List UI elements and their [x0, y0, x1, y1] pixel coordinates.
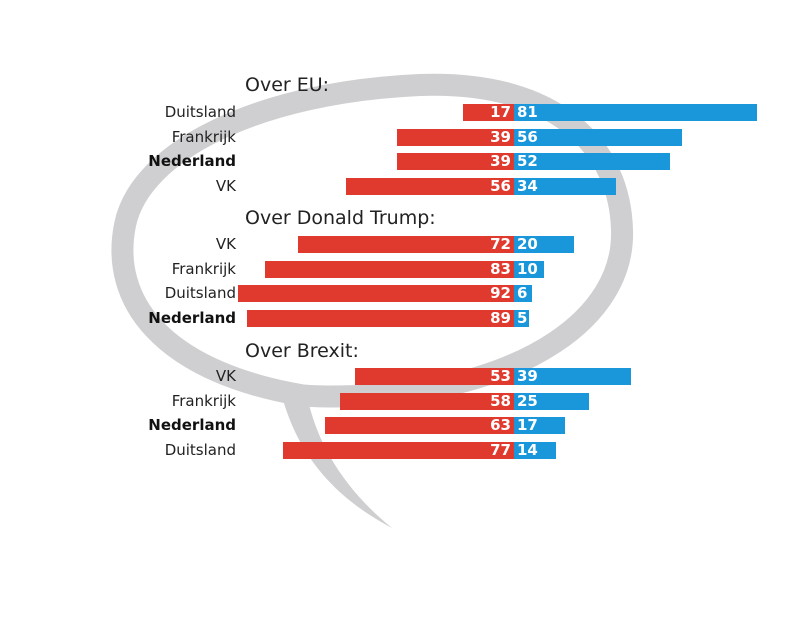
row-label-nederland: Nederland	[148, 152, 236, 170]
bar-negative-nederland	[247, 310, 514, 327]
value-positive-frankrijk: 25	[517, 392, 538, 410]
value-negative-nederland: 89	[490, 309, 511, 327]
value-negative-vk: 56	[490, 177, 511, 195]
value-negative-nederland: 63	[490, 416, 511, 434]
value-negative-frankrijk: 83	[490, 260, 511, 278]
value-negative-duitsland: 92	[490, 284, 511, 302]
bar-positive-frankrijk	[514, 129, 682, 146]
bar-positive-vk	[514, 236, 574, 253]
value-positive-duitsland: 6	[517, 284, 528, 302]
value-positive-vk: 20	[517, 235, 538, 253]
row-label-frankrijk: Frankrijk	[171, 128, 236, 146]
speech-bubble-tail	[283, 400, 392, 528]
bar-positive-vk	[514, 178, 616, 195]
bar-negative-duitsland	[283, 442, 514, 459]
value-negative-vk: 72	[490, 235, 511, 253]
bar-positive-nederland	[514, 417, 565, 434]
value-positive-duitsland: 81	[517, 103, 538, 121]
bar-negative-vk	[346, 178, 514, 195]
section-title-eu: Over EU:	[245, 74, 330, 96]
bar-negative-duitsland	[463, 104, 514, 121]
row-label-frankrijk: Frankrijk	[171, 392, 236, 410]
bar-positive-duitsland	[514, 442, 556, 459]
bar-positive-duitsland	[514, 285, 532, 302]
bar-positive-nederland	[514, 310, 529, 327]
value-negative-duitsland: 17	[490, 103, 511, 121]
value-negative-duitsland: 77	[490, 441, 511, 459]
row-label-nederland: Nederland	[148, 309, 236, 327]
value-positive-nederland: 17	[517, 416, 538, 434]
row-label-vk: VK	[215, 235, 236, 253]
row-label-duitsland: Duitsland	[164, 441, 236, 459]
value-negative-nederland: 39	[490, 152, 511, 170]
row-label-vk: VK	[215, 367, 236, 385]
bar-negative-frankrijk	[265, 261, 514, 278]
value-positive-vk: 34	[517, 177, 538, 195]
bar-positive-frankrijk	[514, 393, 589, 410]
value-positive-vk: 39	[517, 367, 538, 385]
bar-positive-frankrijk	[514, 261, 544, 278]
value-positive-frankrijk: 10	[517, 260, 538, 278]
row-label-duitsland: Duitsland	[164, 284, 236, 302]
row-label-duitsland: Duitsland	[164, 103, 236, 121]
value-positive-duitsland: 14	[517, 441, 538, 459]
bar-negative-frankrijk	[397, 129, 514, 146]
value-negative-vk: 53	[490, 367, 511, 385]
bar-negative-nederland	[325, 417, 514, 434]
bar-negative-duitsland	[238, 285, 514, 302]
row-label-vk: VK	[215, 177, 236, 195]
value-positive-nederland: 52	[517, 152, 538, 170]
bar-positive-nederland	[514, 153, 670, 170]
bar-positive-vk	[514, 368, 631, 385]
bar-negative-frankrijk	[340, 393, 514, 410]
value-negative-frankrijk: 39	[490, 128, 511, 146]
bar-negative-vk	[355, 368, 514, 385]
value-positive-nederland: 5	[517, 309, 528, 327]
section-title-trump: Over Donald Trump:	[245, 207, 436, 229]
row-label-nederland: Nederland	[148, 416, 236, 434]
bar-negative-vk	[298, 236, 514, 253]
section-title-brexit: Over Brexit:	[245, 340, 359, 362]
bar-negative-nederland	[397, 153, 514, 170]
bar-positive-duitsland	[514, 104, 757, 121]
row-label-frankrijk: Frankrijk	[171, 260, 236, 278]
value-negative-frankrijk: 58	[490, 392, 511, 410]
value-positive-frankrijk: 56	[517, 128, 538, 146]
